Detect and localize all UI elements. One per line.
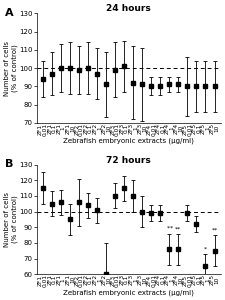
Y-axis label: Number of cells
(% of control): Number of cells (% of control) [4, 40, 18, 96]
X-axis label: Zebrafish embryonic extracts (μg/ml): Zebrafish embryonic extracts (μg/ml) [63, 289, 194, 296]
Y-axis label: Number of cells
(% of control): Number of cells (% of control) [4, 192, 18, 247]
Text: **: ** [165, 226, 173, 231]
Text: A: A [5, 8, 14, 18]
Title: 24 hours: 24 hours [106, 4, 151, 13]
Text: **: ** [212, 228, 218, 233]
Text: **: ** [175, 226, 182, 231]
X-axis label: Zebrafish embryonic extracts (μg/ml): Zebrafish embryonic extracts (μg/ml) [63, 138, 194, 144]
Title: 72 hours: 72 hours [106, 156, 151, 165]
Text: *: * [204, 247, 207, 251]
Text: B: B [5, 159, 14, 169]
